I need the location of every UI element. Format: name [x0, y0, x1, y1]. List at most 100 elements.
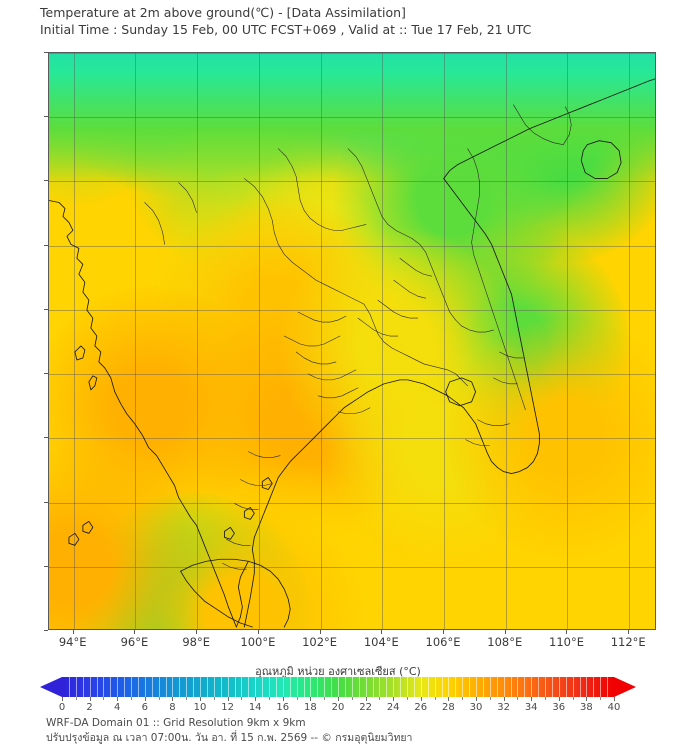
colorbar-bin-seam	[379, 677, 381, 697]
y-axis-tick	[44, 373, 48, 375]
gridline-vertical	[135, 53, 137, 629]
colorbar-bin-seam	[572, 677, 574, 697]
colorbar-minor-tick	[241, 697, 243, 700]
colorbar-bin-seam	[476, 677, 477, 697]
x-axis-tick	[319, 630, 321, 634]
colorbar-bin-seam	[269, 677, 270, 697]
x-axis-label: 96°E	[120, 635, 149, 649]
colorbar-minor-tick	[103, 697, 105, 700]
colorbar-bin-seam	[427, 677, 429, 697]
colorbar-bin-seam	[282, 677, 284, 697]
gridline-vertical	[73, 53, 75, 629]
colorbar-minor-tick	[407, 697, 408, 700]
colorbar-tick-label: 36	[552, 702, 566, 713]
temperature-region	[447, 318, 655, 559]
colorbar-bin-seam	[68, 677, 70, 697]
x-axis-tick	[257, 630, 259, 634]
colorbar-bin-seam	[131, 677, 132, 697]
colorbar-extend-low-icon	[40, 677, 62, 697]
colorbar-bin-seam	[303, 677, 305, 697]
colorbar-bin-seam	[248, 677, 250, 697]
colorbar-bin-seam	[220, 677, 222, 697]
colorbar-minor-tick	[324, 697, 326, 700]
colorbar-tick-label: 8	[169, 702, 176, 713]
colorbar-bin-seam	[82, 677, 84, 697]
colorbar-bin-seam	[517, 677, 519, 697]
colorbar-bin-seam	[96, 677, 98, 697]
colorbar-bin-seam	[434, 677, 436, 697]
colorbar-minor-tick	[545, 697, 546, 700]
colorbar-minor-tick	[462, 697, 464, 700]
colorbar-bin-seam	[172, 677, 174, 697]
colorbar-minor-tick	[213, 697, 215, 700]
colorbar-bin-seam	[551, 677, 553, 697]
x-axis-label: 110°E	[549, 635, 584, 649]
colorbar-extend-high-icon	[614, 677, 636, 697]
gridline-horizontal	[49, 374, 655, 376]
colorbar-bin-seam	[227, 677, 229, 697]
colorbar-bin-seam	[393, 677, 395, 697]
gridline-vertical	[567, 53, 569, 629]
copyright-line: ปรับปรุงข้อมูล ณ เวลา 07:00น. วัน อา. ที…	[46, 732, 413, 744]
colorbar-tick-label: 30	[469, 702, 483, 713]
colorbar-bin-seam	[331, 677, 333, 697]
colorbar-bin-seam	[365, 677, 367, 697]
colorbar-tick	[476, 697, 477, 701]
gridline-horizontal	[49, 309, 655, 311]
colorbar-tick-label: 14	[248, 702, 262, 713]
colorbar: อุณหภูมิ หน่วย องศาเซลเซียส (°C) 0 2 4 6 8 10…	[0, 662, 676, 714]
colorbar-tick	[227, 697, 229, 701]
gridline-vertical	[505, 53, 507, 629]
colorbar-bin-seam	[344, 677, 346, 697]
colorbar-bin-seam	[455, 677, 457, 697]
x-axis-tick	[566, 630, 568, 634]
x-axis-label: 104°E	[363, 635, 399, 649]
chart-title-block: Temperature at 2m above ground(℃) - [Dat…	[40, 4, 640, 38]
x-axis-tick	[443, 630, 445, 634]
colorbar-tick	[144, 697, 146, 701]
colorbar-bin-seam	[448, 677, 450, 697]
colorbar-tick-label: 38	[580, 702, 593, 713]
colorbar-tick-label: 16	[276, 702, 290, 713]
gridline-horizontal	[49, 566, 655, 568]
colorbar-bin-seam	[137, 677, 139, 697]
y-axis-tick	[44, 308, 48, 310]
colorbar-tick	[172, 697, 174, 701]
colorbar-tick-label: 28	[442, 702, 455, 713]
colorbar-title: อุณหภูมิ หน่วย องศาเซลเซียส (°C)	[255, 665, 421, 678]
x-axis-tick	[628, 630, 630, 634]
colorbar-tick-label: 24	[386, 702, 400, 713]
x-axis-tick	[381, 630, 383, 634]
colorbar-bin-seam	[75, 677, 77, 697]
x-axis-tick	[504, 630, 506, 634]
colorbar-bin-seam	[193, 677, 195, 697]
colorbar-tick	[365, 697, 367, 701]
gridline-vertical	[197, 53, 199, 629]
colorbar-bin-seam	[586, 677, 588, 697]
colorbar-tick	[614, 697, 615, 701]
x-axis-label: 108°E	[487, 635, 523, 649]
page-title: Temperature at 2m above ground(℃) - [Dat…	[40, 5, 406, 20]
x-axis-label: 100°E	[240, 635, 276, 649]
y-axis-tick	[44, 180, 48, 182]
colorbar-tick-label: 22	[359, 702, 372, 713]
colorbar-tick	[255, 697, 257, 701]
colorbar-bin-seam	[289, 677, 291, 697]
colorbar-gradient	[62, 677, 614, 697]
colorbar-bin-seam	[372, 677, 374, 697]
colorbar-minor-tick	[600, 697, 602, 700]
colorbar-bin-seam	[565, 677, 567, 697]
x-axis-tick	[196, 630, 198, 634]
colorbar-bin-seam	[600, 677, 602, 697]
colorbar-minor-tick	[296, 697, 298, 700]
colorbar-bin-seam	[310, 677, 312, 697]
colorbar-bin-seam	[482, 677, 484, 697]
colorbar-tick-label: 2	[86, 702, 93, 713]
colorbar-tick	[558, 697, 560, 701]
gridline-vertical	[629, 53, 631, 629]
gridline-horizontal	[49, 181, 655, 183]
colorbar-bin-seam	[255, 677, 257, 697]
colorbar-bin-seam	[496, 677, 498, 697]
colorbar-minor-tick	[186, 697, 188, 700]
